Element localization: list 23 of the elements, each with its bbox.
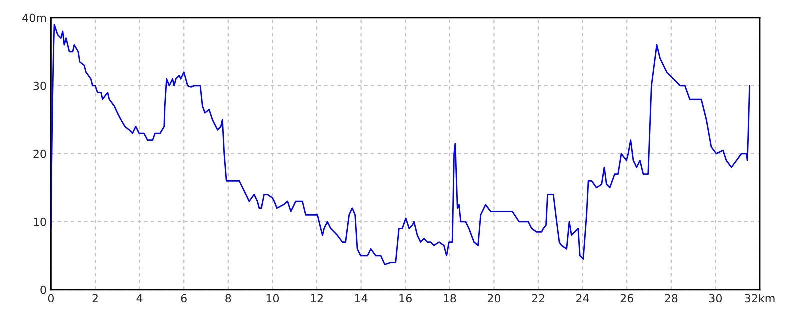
y-tick-label: 20 bbox=[34, 150, 46, 158]
x-tick-label: 32km bbox=[745, 294, 775, 303]
x-tick-label: 14 bbox=[355, 294, 368, 303]
x-tick-label: 2 bbox=[92, 294, 98, 303]
line-series bbox=[51, 24, 751, 266]
x-tick-label: 26 bbox=[620, 294, 634, 303]
x-tick-label: 8 bbox=[226, 294, 232, 303]
x-tick-label: 4 bbox=[136, 294, 143, 303]
x-tick-label: 10 bbox=[266, 294, 280, 303]
x-tick-label: 22 bbox=[532, 294, 544, 303]
x-tick-label: 28 bbox=[665, 294, 678, 303]
x-tick-label: 6 bbox=[181, 294, 187, 303]
y-tick-label: 0 bbox=[40, 286, 46, 294]
x-tick-label: 20 bbox=[488, 294, 501, 303]
x-tick-label: 24 bbox=[576, 294, 590, 303]
y-tick-label: 30 bbox=[34, 82, 46, 90]
y-tick-label: 10 bbox=[34, 218, 46, 226]
x-tick-label: 16 bbox=[400, 294, 412, 303]
x-tick-label: 30 bbox=[709, 294, 722, 303]
x-tick-label: 12 bbox=[311, 294, 323, 303]
x-tick-label: 18 bbox=[444, 294, 456, 303]
x-tick-label: 0 bbox=[48, 294, 54, 303]
y-tick-label: 40m bbox=[22, 14, 46, 22]
